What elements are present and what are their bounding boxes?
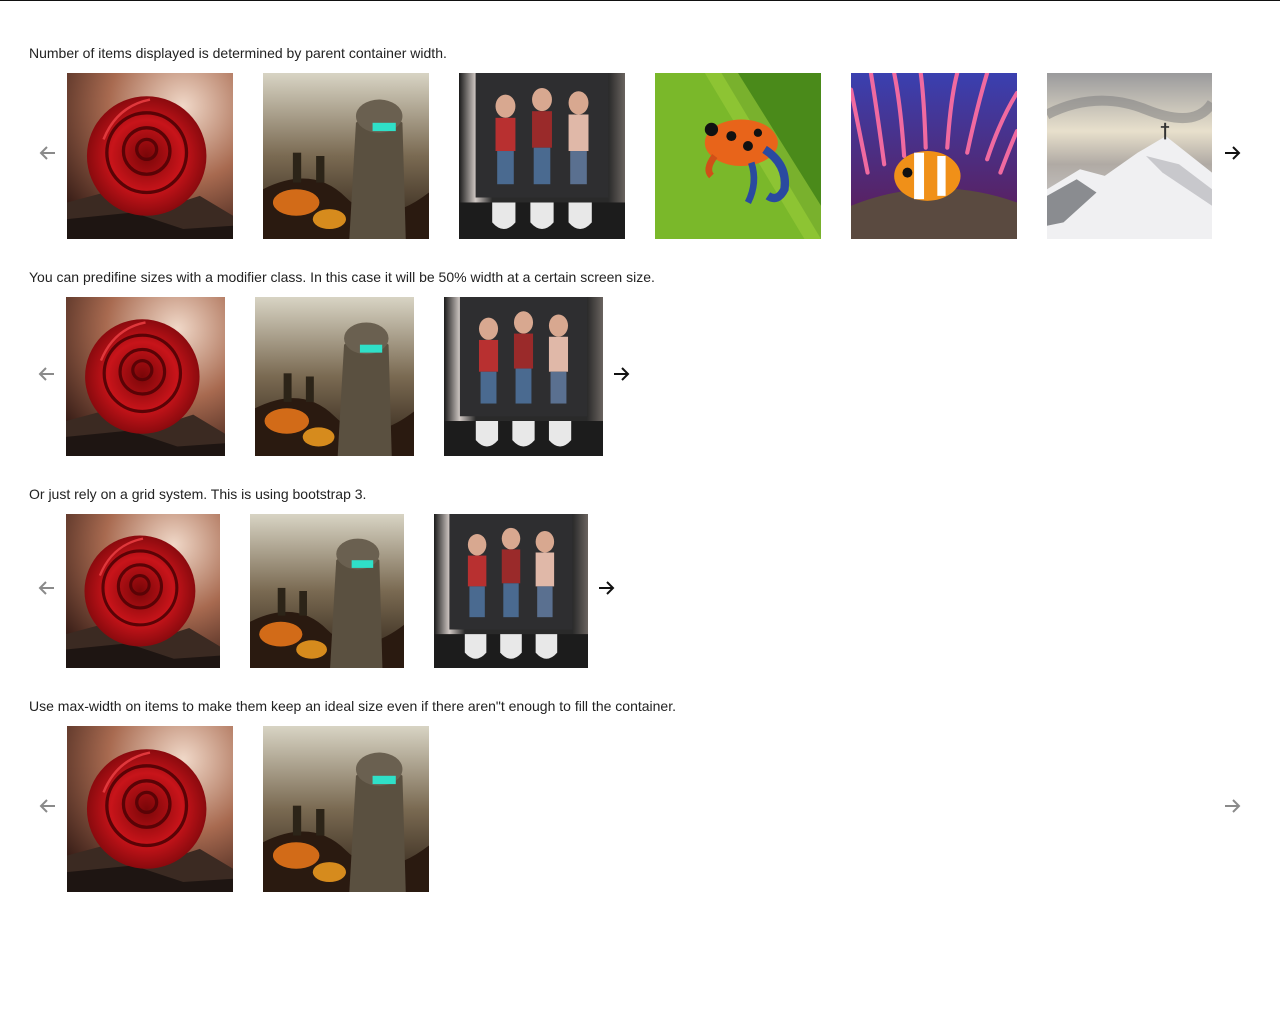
- rose-photo: [66, 514, 220, 668]
- rose-photo: [66, 297, 225, 456]
- carousel-1-caption: Number of items displayed is determined …: [29, 45, 447, 61]
- carousel-2-next-button[interactable]: [608, 361, 634, 387]
- arrow-left-icon: [38, 581, 54, 595]
- carousel-2-prev-button[interactable]: [34, 361, 60, 387]
- carousel-3-caption: Or just rely on a grid system. This is u…: [29, 486, 367, 502]
- carousel-1-next-button[interactable]: [1219, 140, 1245, 166]
- carousel-4-prev-button[interactable]: [35, 793, 61, 819]
- carousel-4-image-soldier[interactable]: [263, 726, 429, 892]
- carousel-1-image-urinals[interactable]: [459, 73, 625, 239]
- frog-photo: [655, 73, 821, 239]
- arrow-right-icon: [599, 581, 615, 595]
- carousel-3-image-urinals[interactable]: [434, 514, 588, 668]
- carousel-4-caption: Use max-width on items to make them keep…: [29, 698, 676, 714]
- carousel-2-image-rose[interactable]: [66, 297, 225, 456]
- rose-photo: [67, 73, 233, 239]
- carousel-3-image-soldier[interactable]: [250, 514, 404, 668]
- carousel-1-image-soldier[interactable]: [263, 73, 429, 239]
- carousel-1-image-frog[interactable]: [655, 73, 821, 239]
- urinals-photo: [459, 73, 625, 239]
- carousel-1-prev-button[interactable]: [35, 140, 61, 166]
- carousel-4-image-rose[interactable]: [67, 726, 233, 892]
- mountain-photo: [1047, 73, 1212, 239]
- top-border: [0, 0, 1280, 1]
- arrow-left-icon: [39, 146, 55, 160]
- carousel-1-image-rose[interactable]: [67, 73, 233, 239]
- carousel-4-next-button[interactable]: [1219, 793, 1245, 819]
- urinals-photo: [444, 297, 603, 456]
- carousel-2-image-soldier[interactable]: [255, 297, 414, 456]
- carousel-3-prev-button[interactable]: [34, 575, 60, 601]
- soldier-photo: [263, 73, 429, 239]
- rose-photo: [67, 726, 233, 892]
- soldier-photo: [263, 726, 429, 892]
- urinals-photo: [434, 514, 588, 668]
- arrow-right-icon: [1225, 799, 1241, 813]
- carousel-2-image-urinals[interactable]: [444, 297, 603, 456]
- carousel-1-image-mountain[interactable]: [1047, 73, 1212, 239]
- clownfish-photo: [851, 73, 1017, 239]
- arrow-left-icon: [39, 799, 55, 813]
- carousel-2-caption: You can predifine sizes with a modifier …: [29, 269, 655, 285]
- arrow-right-icon: [1225, 146, 1241, 160]
- soldier-photo: [255, 297, 414, 456]
- arrow-left-icon: [38, 367, 54, 381]
- arrow-right-icon: [614, 367, 630, 381]
- carousel-1-image-clownfish[interactable]: [851, 73, 1017, 239]
- carousel-3-image-rose[interactable]: [66, 514, 220, 668]
- soldier-photo: [250, 514, 404, 668]
- carousel-3-next-button[interactable]: [593, 575, 619, 601]
